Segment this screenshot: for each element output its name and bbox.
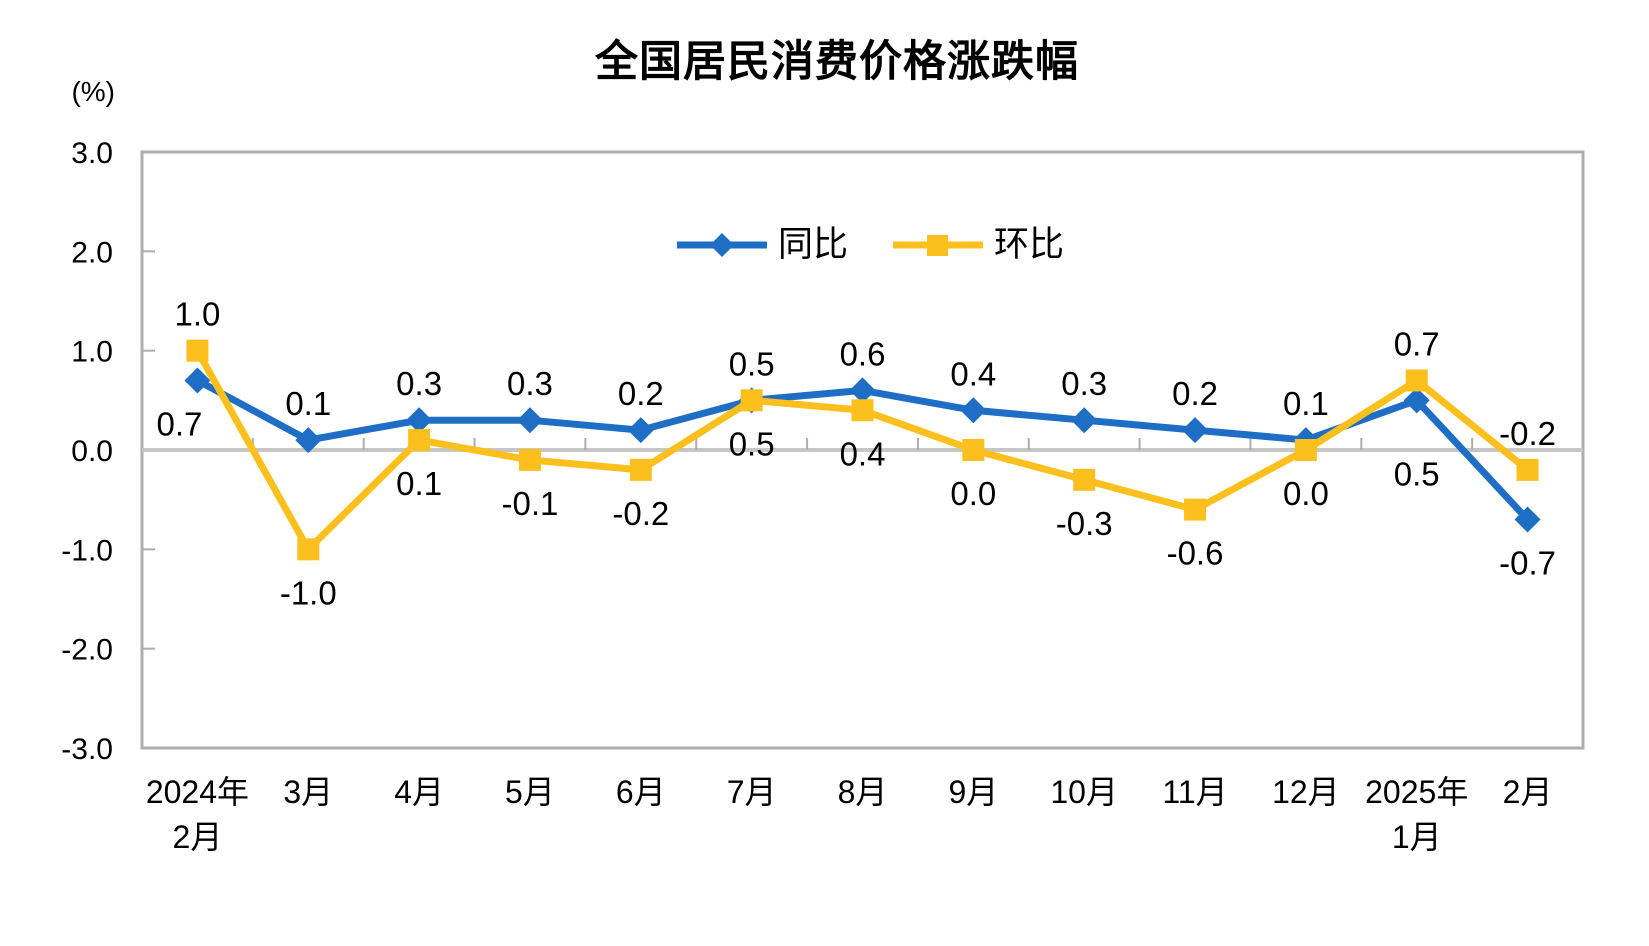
data-point-yoy-11 [1403, 387, 1430, 414]
x-axis-label: 8月 [838, 774, 888, 810]
legend-item-yoy: 同比 [676, 227, 848, 262]
data-point-mom-1 [297, 538, 320, 561]
data-point-mom-2 [408, 429, 431, 452]
x-axis-label: 6月 [616, 774, 666, 810]
data-label-yoy-6: 0.6 [840, 335, 886, 372]
x-axis-label: 10月 [1050, 774, 1118, 810]
data-label-yoy-12: -0.7 [1499, 545, 1556, 582]
data-point-mom-0 [186, 339, 209, 362]
data-point-mom-5 [740, 389, 763, 412]
data-label-yoy-0: 0.7 [156, 405, 202, 442]
chart-title: 全国居民消费价格涨跌幅 [595, 38, 1079, 86]
data-point-mom-6 [851, 399, 874, 422]
data-label-yoy-1: 0.1 [285, 385, 331, 422]
data-point-yoy-3 [516, 407, 543, 434]
data-label-mom-12: -0.2 [1499, 415, 1556, 452]
x-axis-label: 2025年 [1365, 774, 1468, 810]
data-point-yoy-0 [184, 367, 211, 394]
data-point-mom-3 [518, 448, 541, 471]
x-axis-label: 12月 [1272, 774, 1340, 810]
data-label-yoy-3: 0.3 [507, 365, 553, 402]
data-point-mom-12 [1516, 458, 1539, 481]
y-axis-tick-label: 3.0 [71, 137, 113, 170]
y-axis-tick-label: -3.0 [61, 733, 113, 766]
data-label-mom-4: -0.2 [612, 495, 669, 532]
data-label-mom-3: -0.1 [502, 485, 559, 522]
data-label-mom-9: -0.6 [1167, 535, 1224, 572]
y-axis-tick-label: -2.0 [61, 634, 113, 667]
data-label-yoy-9: 0.2 [1172, 375, 1218, 412]
data-point-yoy-4 [627, 417, 654, 444]
data-label-mom-7: 0.0 [950, 475, 996, 512]
data-point-mom-11 [1405, 369, 1428, 392]
chart-legend: 同比 环比 [676, 227, 1064, 262]
data-label-yoy-7: 0.4 [950, 355, 996, 392]
legend-label-yoy: 同比 [778, 225, 849, 264]
data-point-yoy-8 [1071, 407, 1098, 434]
x-axis-label: 2024年 [146, 774, 249, 810]
data-label-mom-8: -0.3 [1056, 505, 1113, 542]
x-axis-label: 7月 [727, 774, 777, 810]
y-axis-tick-label: 2.0 [71, 236, 113, 269]
legend-label-mom: 环比 [994, 225, 1065, 264]
data-point-yoy-9 [1182, 417, 1209, 444]
data-label-mom-6: 0.4 [840, 435, 886, 472]
data-label-yoy-10: 0.1 [1283, 385, 1329, 422]
legend-item-mom: 环比 [892, 227, 1064, 262]
y-axis-unit-label: (%) [71, 76, 115, 107]
x-axis-label: 4月 [394, 774, 444, 810]
data-label-yoy-2: 0.3 [396, 365, 442, 402]
data-label-mom-11: 0.7 [1394, 325, 1440, 362]
data-label-mom-0: 1.0 [174, 296, 220, 333]
mom-legend-square [927, 234, 949, 256]
x-axis-label: 2月 [173, 819, 223, 855]
x-axis-label: 11月 [1162, 774, 1227, 810]
data-point-yoy-1 [295, 427, 322, 454]
y-axis-tick-label: 0.0 [71, 435, 113, 468]
data-point-mom-10 [1294, 439, 1317, 461]
data-label-mom-10: 0.0 [1283, 475, 1329, 512]
y-axis-tick-label: 1.0 [71, 336, 113, 369]
mom-square-marker-icon [893, 234, 984, 256]
data-point-yoy-7 [960, 397, 987, 424]
x-axis-label: 9月 [948, 774, 998, 810]
x-axis-label: 1月 [1392, 819, 1442, 855]
data-label-yoy-4: 0.2 [618, 375, 664, 412]
data-point-yoy-2 [406, 407, 433, 434]
yoy-diamond-marker-icon [677, 232, 767, 257]
data-label-yoy-11: 0.5 [1394, 455, 1440, 492]
data-point-yoy-12 [1514, 506, 1541, 533]
data-label-mom-5: 0.5 [729, 425, 775, 462]
data-point-yoy-6 [849, 377, 876, 404]
x-axis-label: 3月 [283, 774, 333, 810]
data-point-mom-7 [962, 439, 985, 461]
y-axis-tick-label: -1.0 [61, 534, 113, 567]
data-label-yoy-5: 0.5 [729, 345, 775, 382]
x-axis-label: 2月 [1503, 774, 1553, 810]
data-label-yoy-8: 0.3 [1061, 365, 1107, 402]
data-point-mom-9 [1184, 498, 1207, 521]
yoy-legend-diamond [710, 232, 734, 257]
data-label-mom-2: 0.1 [396, 465, 442, 502]
data-point-mom-4 [629, 458, 652, 481]
x-axis-label: 5月 [505, 774, 555, 810]
data-label-mom-1: -1.0 [280, 574, 337, 611]
data-point-mom-8 [1073, 468, 1096, 491]
